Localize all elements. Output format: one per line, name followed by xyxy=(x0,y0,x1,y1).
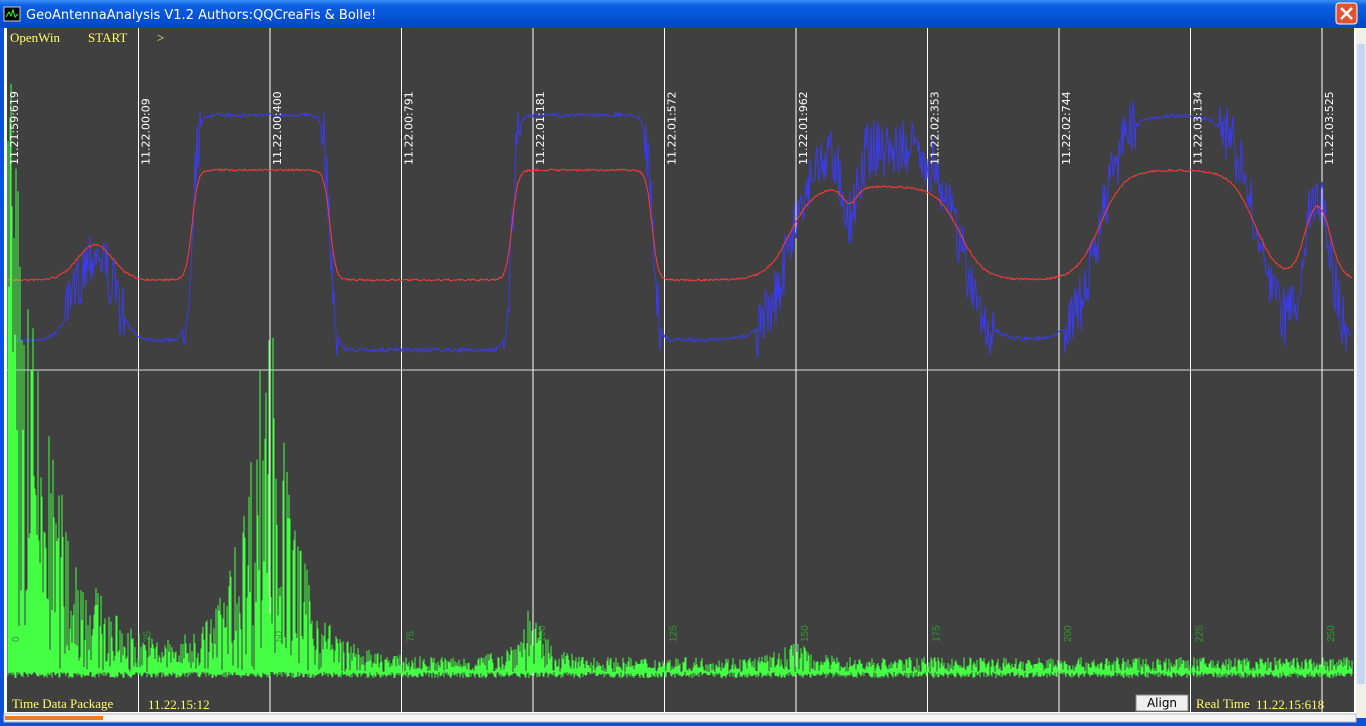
green-trace xyxy=(7,83,1353,678)
time-marker: 11.22.00:400 xyxy=(271,91,284,165)
sample-label: 150 xyxy=(800,625,811,642)
blue-trace xyxy=(7,100,1353,358)
sample-label: 125 xyxy=(669,625,680,642)
status-value: 11.22.15:12 xyxy=(148,697,210,712)
menu-start[interactable]: START xyxy=(88,30,127,45)
app-icon-wave xyxy=(5,8,19,18)
align-button[interactable] xyxy=(1135,694,1189,712)
time-marker: 11.22.03:134 xyxy=(1192,91,1205,165)
sample-label: 0 xyxy=(11,636,22,642)
scroll-thumb[interactable] xyxy=(1357,44,1365,684)
time-marker: 11.22.02:744 xyxy=(1060,91,1073,165)
time-marker: 11.22.01:181 xyxy=(534,91,547,165)
time-marker: 11.22.00:09 xyxy=(140,98,153,165)
progress-bar xyxy=(3,713,1357,723)
sample-label: 75 xyxy=(406,630,417,642)
menu-openwin[interactable]: OpenWin xyxy=(10,30,61,45)
status-label: Time Data Package xyxy=(12,696,114,711)
time-marker: 11.22.03:525 xyxy=(1323,91,1336,165)
sample-label: 25 xyxy=(143,630,154,642)
realtime-value: 11.22.15:618 xyxy=(1256,697,1324,712)
align-button-label: Align xyxy=(1147,696,1177,710)
time-marker: 11.21:59:619 xyxy=(8,91,21,165)
realtime-label: Real Time xyxy=(1196,696,1250,711)
time-marker: 11.22.00:791 xyxy=(403,91,416,165)
sample-label: 225 xyxy=(1195,625,1206,642)
title-bar xyxy=(0,0,1366,28)
sample-label: 50 xyxy=(274,630,285,642)
red-trace xyxy=(7,168,1353,282)
sample-label: 175 xyxy=(932,625,943,642)
menu-next[interactable]: > xyxy=(157,30,164,45)
time-marker: 11.22.02:353 xyxy=(929,91,942,165)
sample-label: 250 xyxy=(1326,625,1337,642)
time-marker: 11.22.01:572 xyxy=(666,91,679,165)
time-marker: 11.22.01:962 xyxy=(797,91,810,165)
window-title: GeoAntennaAnalysis V1.2 Authors:QQCreaFi… xyxy=(26,8,376,23)
sample-label: 100 xyxy=(537,625,548,642)
sample-label: 200 xyxy=(1063,625,1074,642)
close-icon xyxy=(1340,7,1353,20)
progress-fill xyxy=(5,716,103,720)
